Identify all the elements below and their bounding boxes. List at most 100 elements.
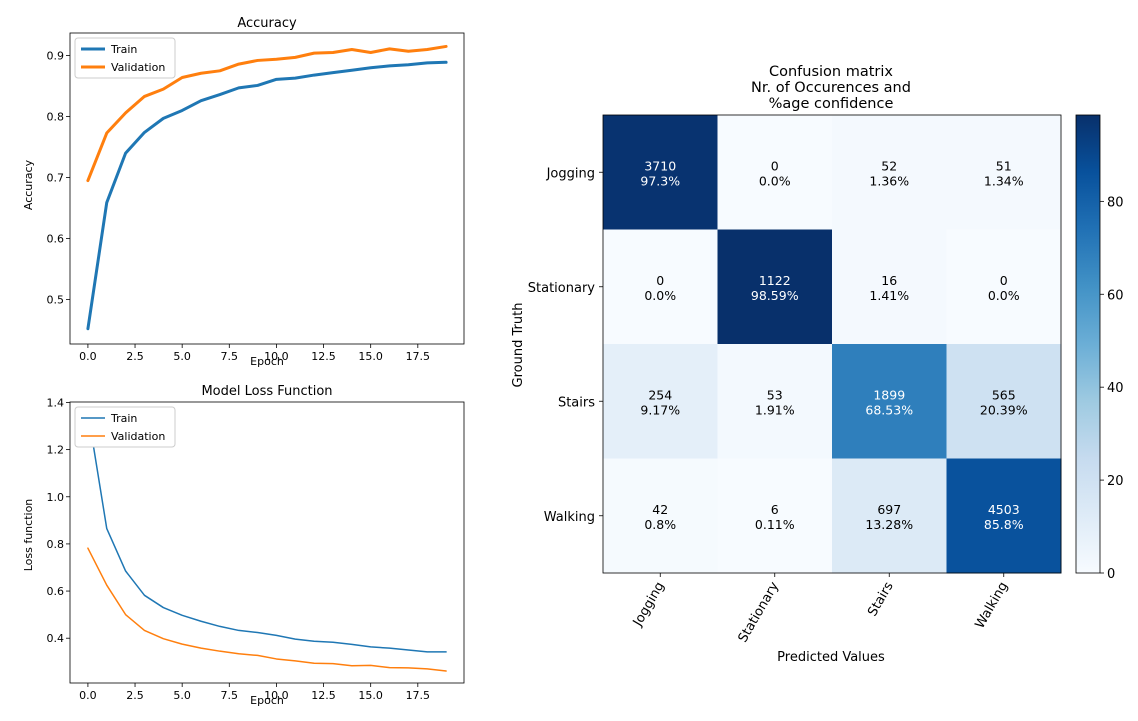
loss-x-tick-label: 5.0 — [173, 689, 191, 702]
confusion-matrix-cell-percent: 9.17% — [640, 402, 680, 417]
confusion-matrix-cell-count: 51 — [996, 158, 1012, 173]
confusion-matrix-cell-percent: 0.0% — [988, 288, 1020, 303]
confusion-matrix-x-tick-label: Stairs — [865, 579, 897, 619]
confusion-matrix-title-line-3: %age confidence — [769, 96, 894, 112]
accuracy-y-tick-label: 0.6 — [47, 233, 65, 246]
confusion-matrix-title-line-2: Nr. of Occurences and — [751, 80, 911, 96]
confusion-matrix-cell-count: 53 — [767, 387, 783, 402]
confusion-matrix-cell-percent: 0.11% — [755, 517, 795, 532]
confusion-matrix-y-tick-label: Stationary — [528, 281, 596, 296]
colorbar-tick-label: 0 — [1107, 567, 1115, 582]
confusion-matrix-cell-percent: 68.53% — [865, 402, 913, 417]
confusion-matrix-cell — [603, 344, 718, 459]
confusion-matrix-cell-percent: 1.34% — [984, 173, 1024, 188]
loss-x-tick-label: 12.5 — [311, 689, 336, 702]
loss-y-tick-label: 1.0 — [47, 491, 65, 504]
loss-y-tick-label: 0.4 — [47, 632, 65, 645]
confusion-matrix-cell-count: 1899 — [873, 387, 905, 402]
confusion-matrix-title-line-1: Confusion matrix — [769, 64, 893, 80]
loss-legend-box — [74, 406, 176, 448]
accuracy-y-tick-label: 0.7 — [47, 172, 65, 185]
confusion-matrix-cell-count: 0 — [656, 273, 664, 288]
confusion-matrix-cell-percent: 1.41% — [869, 288, 909, 303]
colorbar — [1075, 114, 1101, 574]
loss-y-tick-label: 0.8 — [47, 538, 65, 551]
confusion-matrix-cell — [946, 458, 1062, 574]
loss-x-tick-label: 17.5 — [406, 689, 431, 702]
loss-x-tick-label: 0.0 — [79, 689, 97, 702]
confusion-matrix-cell-count: 0 — [771, 158, 779, 173]
confusion-matrix-cell — [717, 229, 833, 345]
accuracy-x-tick-label: 17.5 — [406, 350, 431, 363]
accuracy-x-tick-label: 10.0 — [264, 350, 289, 363]
confusion-matrix-cell-count: 565 — [992, 387, 1016, 402]
confusion-matrix-cell-count: 16 — [881, 273, 897, 288]
confusion-matrix-cell-count: 697 — [877, 502, 901, 517]
accuracy-x-tick-label: 5.0 — [173, 350, 191, 363]
confusion-matrix-cell-percent: 97.3% — [640, 173, 680, 188]
confusion-matrix-cell-percent: 85.8% — [984, 517, 1024, 532]
accuracy-x-tick-label: 7.5 — [221, 350, 239, 363]
accuracy-chart: Accuracy Epoch Accuracy 0.0 2.5 5.0 7.5 10.0… — [22, 16, 465, 368]
confusion-matrix-cell — [946, 115, 1062, 230]
accuracy-x-tick-label: 15.0 — [358, 350, 383, 363]
colorbar-tick-label: 40 — [1107, 381, 1124, 396]
confusion-matrix-x-tick-label: Stationary — [736, 579, 783, 645]
accuracy-x-tick-label: 12.5 — [311, 350, 336, 363]
confusion-matrix-frame — [602, 114, 1062, 574]
accuracy-y-axis-label: Accuracy — [22, 159, 35, 210]
confusion-matrix-cell-percent: 1.36% — [869, 173, 909, 188]
confusion-matrix-cell-count: 254 — [648, 387, 672, 402]
confusion-matrix-cell — [832, 229, 947, 345]
confusion-matrix-cell-percent: 98.59% — [751, 288, 799, 303]
colorbar-tick-label: 80 — [1107, 195, 1124, 210]
confusion-matrix-cell-percent: 1.91% — [755, 402, 795, 417]
accuracy-y-tick-label: 0.5 — [47, 293, 65, 306]
loss-x-tick-label: 2.5 — [126, 689, 144, 702]
loss-plot-frame — [69, 401, 465, 684]
confusion-matrix-x-tick-label: Jogging — [630, 580, 668, 630]
confusion-matrix-y-tick-label: Walking — [544, 510, 595, 525]
confusion-matrix-cell — [717, 344, 833, 459]
accuracy-x-tick-label: 0.0 — [79, 350, 97, 363]
loss-series-train-line — [87, 411, 447, 653]
confusion-matrix-cell — [832, 344, 947, 459]
confusion-matrix-cell — [603, 229, 718, 345]
confusion-matrix-cell — [946, 229, 1062, 345]
accuracy-legend-label-validation: Validation — [111, 61, 165, 74]
confusion-matrix-cell — [603, 115, 718, 230]
confusion-matrix-y-tick-label: Jogging — [546, 166, 595, 181]
confusion-matrix-cell-percent: 0.0% — [644, 288, 676, 303]
accuracy-x-axis-label: Epoch — [250, 355, 284, 368]
loss-chart: Model Loss Function Epoch Loss function … — [22, 384, 465, 707]
loss-x-axis-label: Epoch — [250, 694, 284, 707]
confusion-matrix-cell-percent: 20.39% — [980, 402, 1028, 417]
accuracy-series-train-line — [86, 60, 448, 331]
confusion-matrix-x-tick-label: Walking — [973, 580, 1012, 632]
confusion-matrix-cell — [717, 458, 833, 574]
confusion-matrix-cell — [832, 458, 947, 574]
loss-y-tick-label: 1.2 — [47, 444, 65, 457]
loss-legend-label-validation: Validation — [111, 430, 165, 443]
loss-x-tick-label: 10.0 — [264, 689, 289, 702]
loss-x-tick-label: 7.5 — [221, 689, 239, 702]
confusion-matrix-cell-percent: 0.8% — [644, 517, 676, 532]
confusion-matrix-cell — [603, 458, 718, 574]
accuracy-chart-title: Accuracy — [237, 16, 297, 31]
confusion-matrix-cell-percent: 0.0% — [759, 173, 791, 188]
loss-chart-title: Model Loss Function — [201, 384, 332, 399]
confusion-matrix-cell-count: 0 — [1000, 273, 1008, 288]
loss-x-tick-label: 15.0 — [358, 689, 383, 702]
confusion-matrix-chart: Confusion matrix Nr. of Occurences and %… — [511, 64, 1124, 665]
accuracy-series-validation-line — [86, 44, 448, 183]
confusion-matrix-y-axis-label: Ground Truth — [511, 303, 526, 388]
accuracy-y-tick-label: 0.9 — [47, 50, 65, 63]
accuracy-x-tick-label: 2.5 — [126, 350, 144, 363]
confusion-matrix-cell — [832, 115, 947, 230]
confusion-matrix-cell-count: 1122 — [759, 273, 791, 288]
confusion-matrix-cell-percent: 13.28% — [865, 517, 913, 532]
loss-y-tick-label: 1.4 — [47, 396, 65, 409]
confusion-matrix-cell — [717, 115, 833, 230]
confusion-matrix-x-axis-label: Predicted Values — [777, 650, 885, 665]
